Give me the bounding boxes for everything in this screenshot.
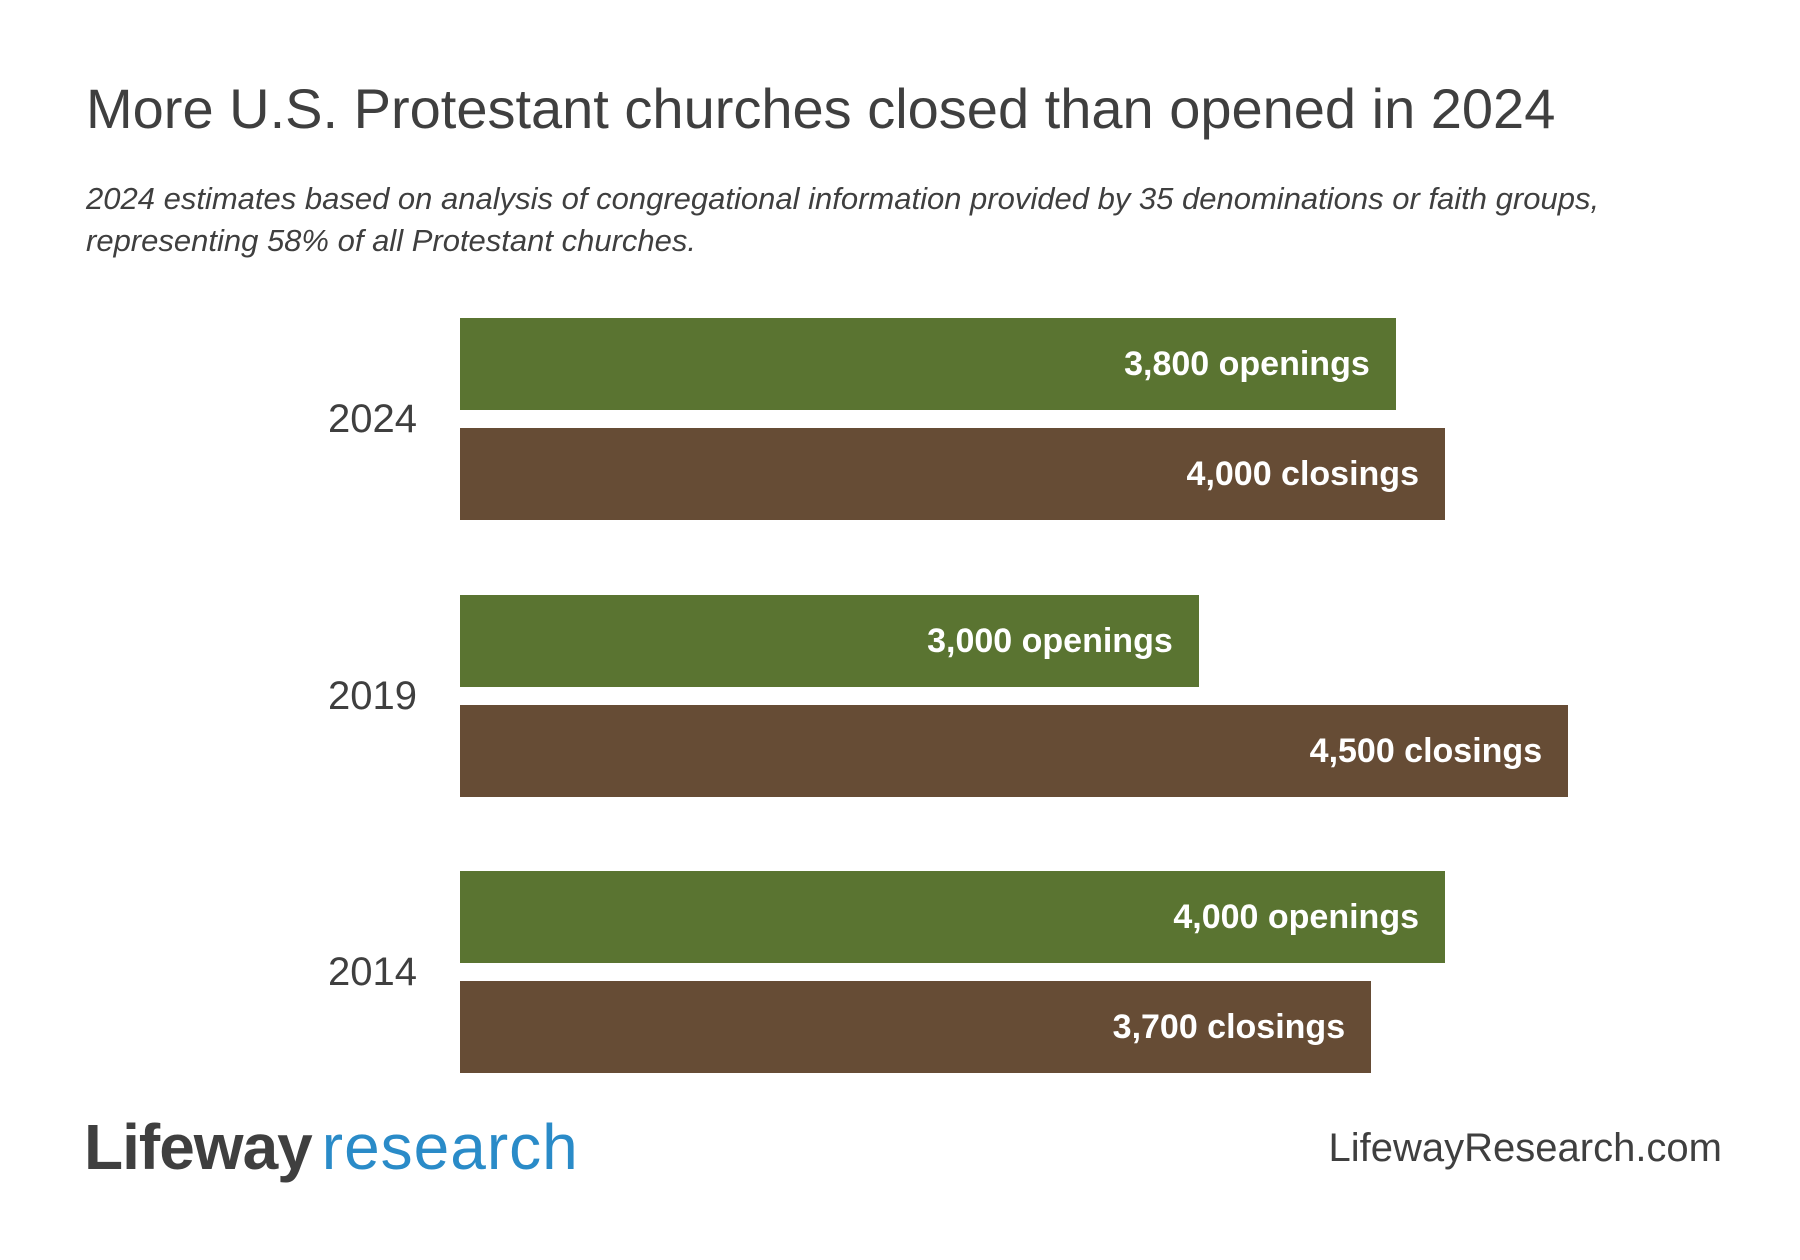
website-url: LifewayResearch.com [1328, 1126, 1723, 1170]
bar-closings-2019: 4,500 closings [460, 705, 1569, 797]
bar-closings-2024: 4,000 closings [460, 428, 1445, 520]
data-label-closings-2024: 4,000 closings [1186, 455, 1419, 493]
chart-subtitle: 2024 estimates based on analysis of cong… [86, 181, 1600, 258]
bar-closings-2014: 3,700 closings [460, 981, 1372, 1073]
data-label-openings-2024: 3,800 openings [1124, 345, 1370, 383]
data-label-openings-2014: 4,000 openings [1173, 898, 1419, 936]
data-label-closings-2019: 4,500 closings [1309, 732, 1543, 770]
bar-openings-2024: 3,800 openings [460, 318, 1396, 410]
bar-openings-2019: 3,000 openings [460, 595, 1199, 687]
lifeway-research-logo: Lifeway research [84, 1110, 579, 1184]
year-label-2024: 2024 [328, 397, 417, 441]
chart-title: More U.S. Protestant churches closed tha… [86, 77, 1556, 140]
data-label-openings-2019: 3,000 openings [927, 622, 1173, 660]
year-label-2014: 2014 [328, 950, 417, 994]
year-label-2019: 2019 [328, 674, 417, 718]
bar-openings-2014: 4,000 openings [460, 871, 1445, 963]
logo-research: research [321, 1111, 579, 1183]
logo-lifeway: Lifeway [84, 1111, 313, 1183]
data-label-closings-2014: 3,700 closings [1112, 1008, 1346, 1046]
